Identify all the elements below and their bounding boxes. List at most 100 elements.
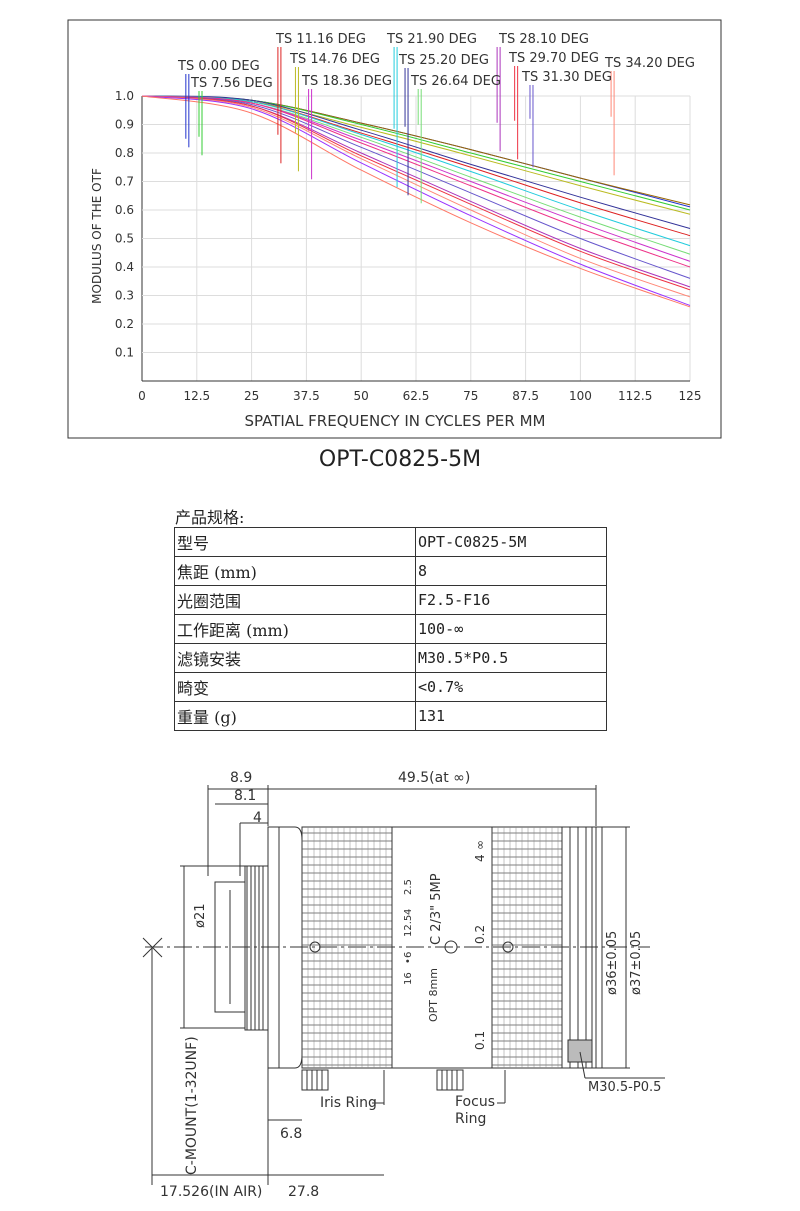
field-marker-group [185,47,615,204]
focus-ring-knurl [492,827,562,1068]
focus-ring-label-1: Focus [455,1094,495,1110]
spec-row: 重量 (g) 131 [174,701,607,731]
spec-value: <0.7% [415,672,607,702]
aperture-scale-mark: 6 [403,952,414,958]
x-tick-label: 25 [244,389,259,403]
x-tick-label: 50 [354,389,369,403]
y-tick-label: 0.2 [115,317,134,331]
dim-6-8: 6.8 [280,1126,302,1142]
field-label: TS 21.90 DEG [386,32,477,47]
barrel-model-text: C 2/3" 5MP [429,873,444,945]
y-tick-label: 0.6 [115,203,134,217]
c-mount-label: C-MOUNT(1-32UNF) [184,1036,200,1175]
field-label-group: TS 0.00 DEG TS 7.56 DEG TS 11.16 DEG TS 14.… [177,32,695,91]
y-tick-label: 0.1 [115,346,134,360]
barrel-opt-text: OPT 8mm [427,968,440,1022]
spec-row: 工作距离 (mm) 100-∞ [174,614,607,644]
dim-17-526: 17.526(IN AIR) [160,1184,262,1200]
iris-ring-screw [309,941,321,953]
spec-value: 100-∞ [415,614,607,644]
y-axis-label: MODULUS OF THE OTF [90,168,104,304]
x-tick-group: 0 12.5 25 37.5 50 62.5 75 87.5 100 112.5 125 [138,389,701,403]
y-tick-label: 0.3 [115,289,134,303]
y-tick-label: 1.0 [115,89,134,103]
x-tick-label: 62.5 [403,389,430,403]
mtf-series-13 [141,95,691,291]
x-tick-label: 112.5 [618,389,652,403]
spec-key: 畸变 [174,672,416,702]
field-label: TS 14.76 DEG [289,52,380,67]
aperture-scale-mark: • [403,958,414,964]
spec-table: 型号 OPT-C0825-5M 焦距 (mm) 8 光圈范围 F2.5-F16 工作距离 (… [174,527,607,731]
mtf-series-11 [141,95,691,279]
dim-d37: ø37±0.05 [629,931,644,995]
thread-label: M30.5-P0.5 [588,1080,661,1095]
mtf-series-10 [141,95,691,268]
spec-value: 8 [415,556,607,586]
focus-scale-mark: ∞ [473,840,487,850]
field-label: TS 25.20 DEG [398,53,489,68]
iris-ring-knurl [302,827,392,1068]
spec-value: OPT-C0825-5M [415,527,607,557]
c-mount-thread [244,865,269,1031]
lens-dimension-drawing: 8.9 8.1 4 49.5(at ∞) ø21 ø36±0.05 ø37±0.… [142,770,665,1200]
x-tick-label: 0 [138,389,146,403]
spec-key: 滤镜安装 [174,643,416,673]
mtf-series-16 [141,95,691,308]
field-label: TS 11.16 DEG [275,32,366,47]
x-tick-label: 12.5 [183,389,210,403]
spec-row: 滤镜安装 M30.5*P0.5 [174,643,607,673]
y-tick-label: 0.9 [115,118,134,132]
iris-ring-label: Iris Ring [320,1095,377,1111]
dim-27-8: 27.8 [288,1184,319,1200]
x-tick-label: 125 [679,389,702,403]
spec-key: 型号 [174,527,416,557]
field-label: TS 0.00 DEG [177,59,260,74]
field-label: TS 29.70 DEG [508,51,599,66]
focus-scale: 0.1 0.2 4 ∞ [473,840,487,1050]
mtf-series-14 [141,95,691,298]
spec-row: 畸变 <0.7% [174,672,607,702]
spec-key: 重量 (g) [174,701,416,731]
spec-value: F2.5-F16 [415,585,607,615]
mtf-series-7 [141,95,691,247]
spec-row: 型号 OPT-C0825-5M [174,527,607,557]
spec-key: 工作距离 (mm) [174,614,416,644]
x-axis-label: SPATIAL FREQUENCY IN CYCLES PER MM [245,412,546,430]
y-tick-label: 0.8 [115,146,134,160]
field-label: TS 18.36 DEG [301,74,392,89]
spec-value: M30.5*P0.5 [415,643,607,673]
mtf-chart: TS 0.00 DEG TS 7.56 DEG TS 11.16 DEG TS 14.… [67,19,722,439]
spec-row: 光圈范围 F2.5-F16 [174,585,607,615]
field-label: TS 7.56 DEG [190,76,273,91]
focus-scale-mark: 0.2 [473,925,487,944]
aperture-scale-mark: 16 [403,972,414,985]
field-label: TS 26.64 DEG [410,74,501,89]
x-tick-label: 37.5 [293,389,320,403]
iris-lock-screw [301,1069,329,1091]
focus-scale-mark: 4 [473,854,487,862]
chart-series-group [141,95,691,308]
x-tick-label: 87.5 [512,389,539,403]
dim-d21: ø21 [193,904,208,929]
mtf-series-15 [141,95,691,306]
dim-4: 4 [253,810,262,826]
dim-49-5: 49.5(at ∞) [398,770,470,786]
aperture-scale: 16 •6 12.54 2.5 [403,879,414,985]
y-tick-group: 0.1 0.2 0.3 0.4 0.5 0.6 0.7 0.8 0.9 1.0 [115,89,134,360]
spec-caption: 产品规格: [175,508,245,527]
spec-key: 焦距 (mm) [174,556,416,586]
focus-scale-mark: 0.1 [473,1031,487,1050]
center-dot [444,940,458,954]
focus-lock-screw [436,1069,464,1091]
x-tick-label: 100 [569,389,592,403]
front-body [561,826,597,1069]
spec-value: 131 [415,701,607,731]
x-tick-label: 75 [463,389,478,403]
aperture-scale-mark: 2.5 [403,879,414,895]
chart-grid [141,95,691,382]
y-tick-label: 0.4 [115,260,134,274]
focus-ring-screw [502,941,514,953]
field-label: TS 34.20 DEG [604,56,695,71]
dim-d36: ø36±0.05 [605,931,620,995]
